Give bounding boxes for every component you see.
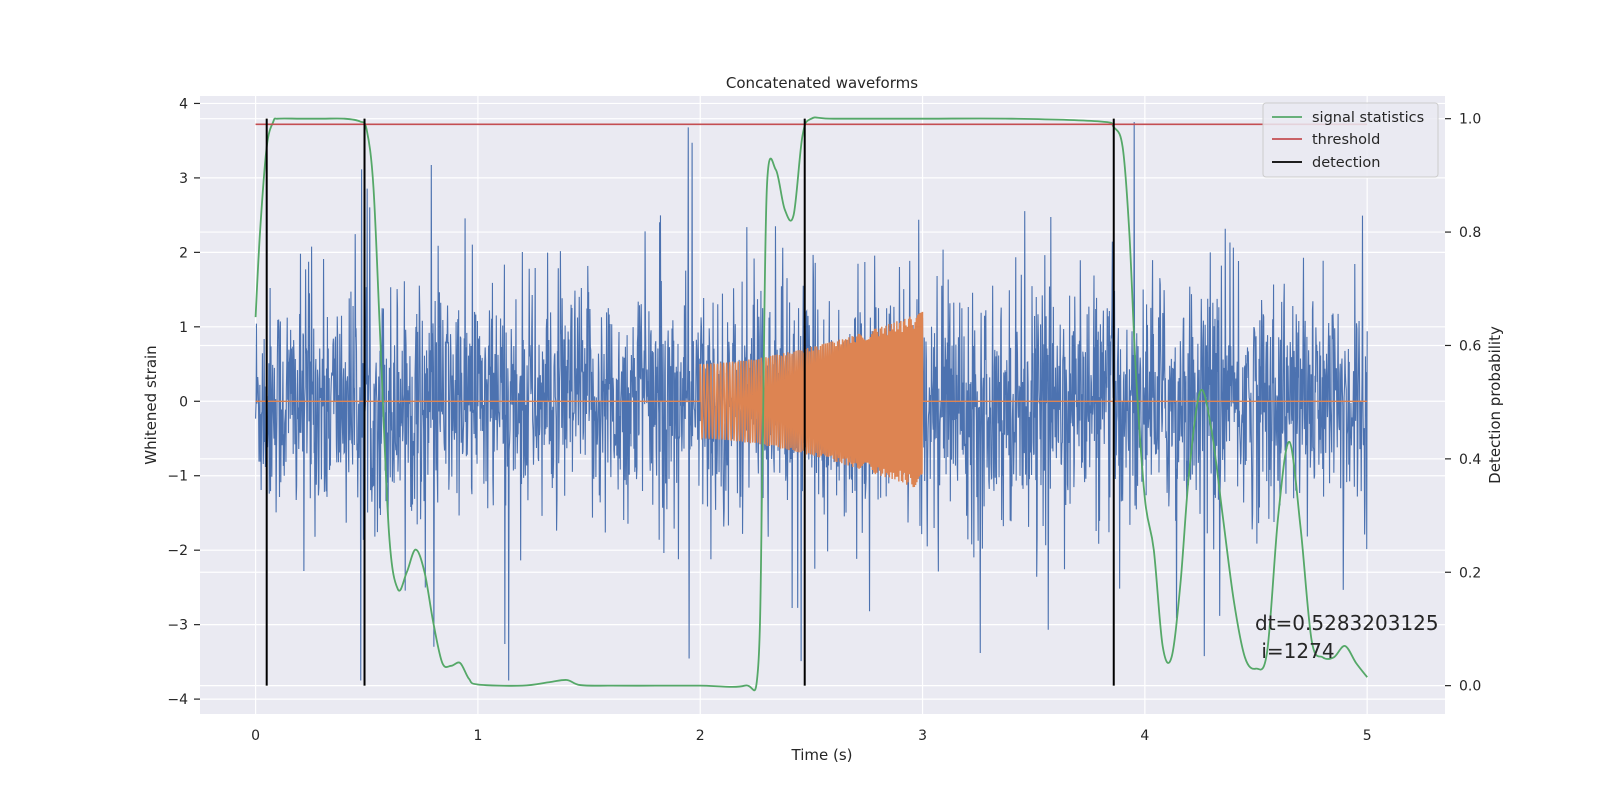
x-tick-label: 2: [696, 728, 705, 744]
series-injected-waveform: [255, 311, 1368, 488]
y-tick-label: −4: [167, 692, 188, 708]
chart-title: Concatenated waveforms: [726, 74, 918, 92]
annotation-dt: dt=0.5283203125: [1255, 611, 1439, 635]
legend-label-threshold: threshold: [1312, 132, 1380, 148]
x-tick-label: 1: [473, 728, 482, 744]
legend-label-signal-statistics: signal statistics: [1312, 110, 1424, 126]
legend-label-detection: detection: [1312, 155, 1380, 171]
y-axis-label: Whitened strain: [142, 345, 160, 464]
x-tick-label: 0: [251, 728, 260, 744]
y-right-tick-label: 0.4: [1459, 452, 1481, 468]
y-tick-label: 4: [179, 96, 188, 112]
y-right-tick-label: 0.0: [1459, 679, 1481, 695]
y-right-tick-label: 1.0: [1459, 112, 1481, 128]
series-group: [254, 116, 1368, 692]
y-axis-right-label: Detection probability: [1486, 326, 1504, 484]
y-right-tick-label: 0.6: [1459, 338, 1481, 354]
y-tick-label: 3: [179, 171, 188, 187]
axes: 0 1 2 3 4 5 −4 −3 −2 −1 0 1 2 3 4 0.0 0.2 0.4 0.6 0.8 1.0: [167, 96, 1481, 744]
y-right-tick-label: 0.2: [1459, 565, 1481, 581]
y-tick-label: −1: [167, 469, 188, 485]
x-axis-label: Time (s): [791, 746, 853, 764]
legend-box: [1262, 102, 1439, 178]
y-right-tick-label: 0.8: [1459, 225, 1481, 241]
x-tick-label: 5: [1363, 728, 1372, 744]
x-tick-label: 4: [1140, 728, 1149, 744]
annotation-index: i=1274: [1255, 639, 1335, 663]
y-tick-label: −2: [167, 543, 188, 559]
legend: signal statistics threshold detection: [1262, 102, 1439, 178]
x-tick-label: 3: [918, 728, 927, 744]
y-tick-label: −3: [167, 618, 188, 634]
y-tick-label: 2: [179, 245, 188, 261]
y-tick-label: 1: [179, 320, 188, 336]
y-tick-label: 0: [179, 394, 188, 410]
series-signal-statistics: [254, 116, 1368, 692]
